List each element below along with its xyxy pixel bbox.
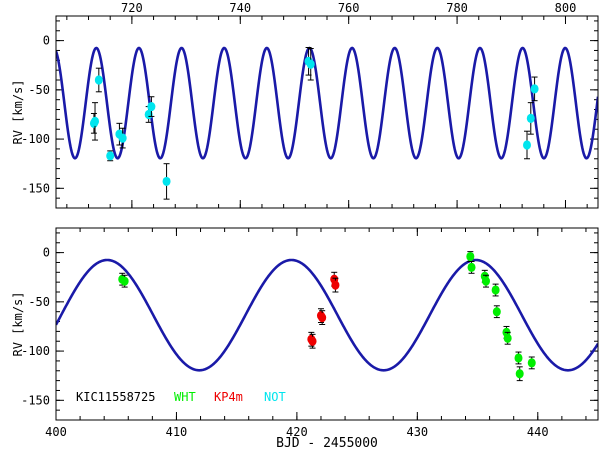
x-tick-label: 420 <box>286 425 308 439</box>
data-point-wht <box>527 356 536 370</box>
bottom-plot-frame <box>55 227 599 421</box>
data-point-wht <box>491 283 500 297</box>
data-point-wht <box>515 366 524 382</box>
data-point-wht <box>503 331 512 345</box>
y-tick-label: -50 <box>28 295 50 309</box>
point-marker <box>527 358 536 368</box>
x-tick-label: 760 <box>338 1 360 15</box>
point-marker <box>106 151 115 161</box>
bottom-y-axis-label: RV [km/s] <box>11 291 25 356</box>
point-marker <box>318 313 327 323</box>
x-tick-label: 800 <box>555 1 577 15</box>
legend: KIC11558725 WHT KP4m NOT <box>76 390 286 404</box>
x-tick-label: 410 <box>166 425 188 439</box>
point-marker <box>162 176 171 187</box>
data-point-not <box>106 150 115 162</box>
point-marker <box>118 133 127 143</box>
top-model-curve <box>56 46 598 160</box>
y-tick-label: -150 <box>21 393 50 407</box>
bottom-data-points <box>118 251 536 382</box>
point-marker <box>491 285 500 295</box>
data-point-not <box>118 127 127 149</box>
data-point-not <box>94 67 103 93</box>
panel-top: 720 740 760 780 800 0 -50 -100 -150 RV [km/s] <box>11 1 599 209</box>
point-marker <box>522 140 531 150</box>
point-marker <box>530 84 539 94</box>
bottom-model-curve <box>56 258 598 372</box>
x-tick-label: 440 <box>527 425 549 439</box>
y-tick-label: -50 <box>28 83 50 97</box>
y-tick-label: -100 <box>21 344 50 358</box>
legend-entry-not: NOT <box>264 390 286 404</box>
point-marker <box>526 113 535 123</box>
data-point-not <box>147 96 156 117</box>
data-point-kp4m <box>308 333 317 349</box>
x-tick-label: 430 <box>406 425 428 439</box>
x-tick-label: 720 <box>121 1 143 15</box>
y-tick-label: 0 <box>43 34 50 48</box>
point-marker <box>515 369 524 379</box>
data-point-not <box>162 163 171 200</box>
point-marker <box>466 251 475 262</box>
data-point-not <box>530 76 539 102</box>
data-point-wht <box>481 274 490 288</box>
top-data-points <box>89 47 539 200</box>
point-marker <box>306 59 315 69</box>
legend-entry-wht: WHT <box>174 390 196 404</box>
point-marker <box>94 75 103 85</box>
y-tick-label: -150 <box>21 181 50 195</box>
data-point-wht <box>467 260 476 274</box>
data-point-kp4m <box>331 277 340 293</box>
bottom-x-axis-label: BJD - 2455000 <box>276 436 378 451</box>
x-tick-label: 740 <box>229 1 251 15</box>
bottom-tick-labels: 400 410 420 430 440 0 -50 -100 -150 <box>21 246 549 439</box>
point-marker <box>492 307 501 317</box>
point-marker <box>467 262 476 272</box>
data-point-not <box>91 102 100 141</box>
point-marker <box>331 280 340 290</box>
point-marker <box>308 336 317 346</box>
data-point-wht <box>514 351 523 365</box>
point-marker <box>147 101 156 112</box>
y-tick-label: -100 <box>21 132 50 146</box>
panel-bottom: 400 410 420 430 440 0 -50 -100 -150 RV [km/s] BJ… <box>11 227 599 451</box>
point-marker <box>481 276 490 286</box>
point-marker <box>514 353 523 363</box>
top-plot-frame <box>55 15 599 209</box>
data-point-not <box>306 47 315 81</box>
data-point-not <box>526 102 535 135</box>
point-marker <box>120 276 129 286</box>
point-marker <box>503 333 512 343</box>
y-tick-label: 0 <box>43 246 50 260</box>
legend-entry-kp4m: KP4m <box>214 390 243 404</box>
top-tick-labels: 720 740 760 780 800 0 -50 -100 -150 <box>21 1 576 195</box>
top-y-axis-label: RV [km/s] <box>11 79 25 144</box>
data-point-not <box>522 130 531 160</box>
x-tick-label: 400 <box>45 425 67 439</box>
point-marker <box>91 116 100 126</box>
top-axis-ticks <box>56 16 598 209</box>
data-point-wht <box>120 274 129 288</box>
data-point-wht <box>492 305 501 319</box>
data-point-kp4m <box>318 310 327 325</box>
legend-target-name: KIC11558725 <box>76 390 155 404</box>
x-tick-label: 780 <box>446 1 468 15</box>
